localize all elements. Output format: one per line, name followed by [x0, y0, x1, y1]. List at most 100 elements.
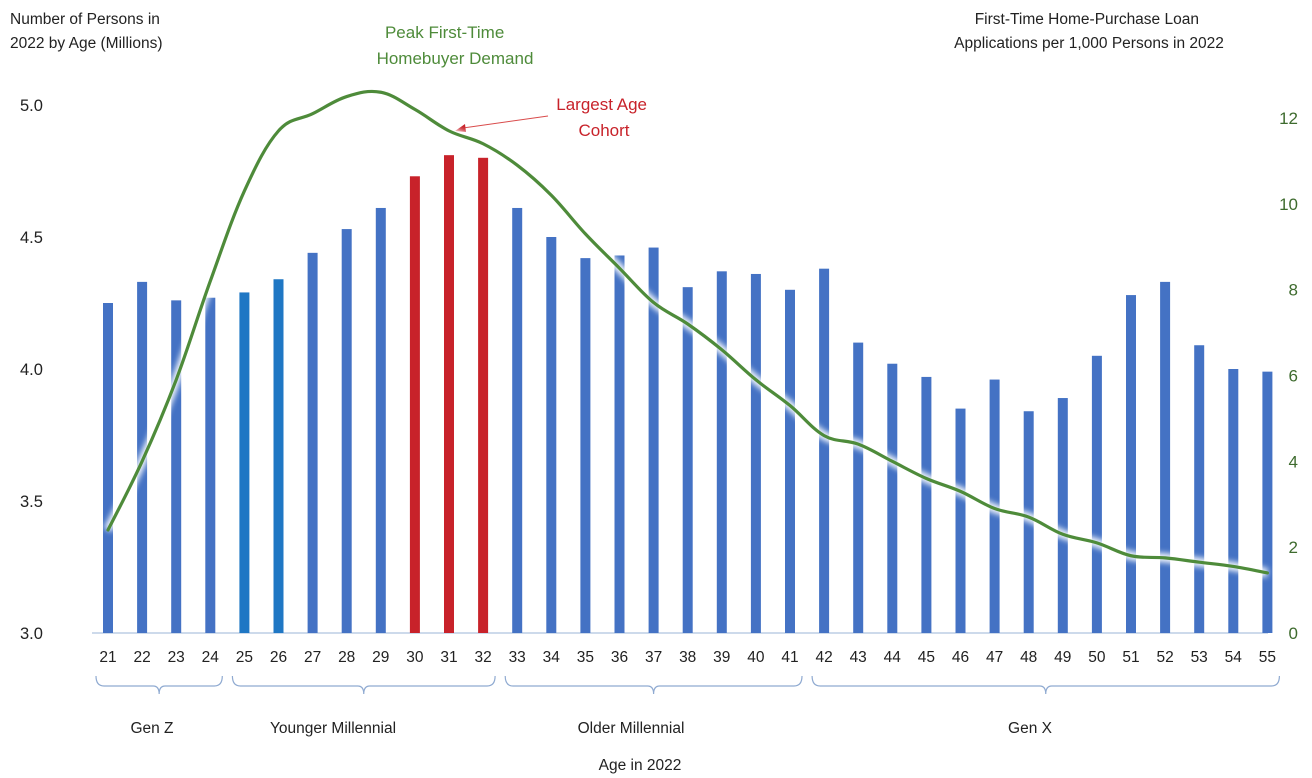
right-tick-label: 4: [1289, 452, 1298, 471]
x-tick-label: 31: [440, 649, 457, 666]
x-tick-label: 23: [168, 649, 185, 666]
bar-34: [546, 237, 557, 633]
generation-brackets: Gen Z Younger Millennial Older Millennial G…: [95, 675, 1280, 737]
largest-cohort-annotation-line-2: Cohort: [578, 121, 629, 140]
x-axis-ticks: 21 22 23 24 25 26 27 28 29 30 31 32 33 34 35 36 37 38 39 40…: [99, 649, 1276, 666]
x-axis-title: Age in 2022: [599, 757, 682, 774]
group-label: Gen X: [1008, 720, 1053, 737]
bar-43: [853, 342, 864, 633]
x-tick-label: 27: [304, 649, 321, 666]
left-axis-title: Number of Persons in 2022 by Age (Millio…: [10, 11, 164, 52]
x-tick-label: 33: [509, 649, 526, 666]
right-tick-label: 2: [1289, 538, 1298, 557]
x-tick-label: 36: [611, 649, 628, 666]
bar-46: [955, 408, 966, 633]
x-tick-label: 54: [1225, 649, 1243, 666]
group-label: Younger Millennial: [270, 720, 396, 737]
x-tick-label: 37: [645, 649, 662, 666]
left-axis-title-line-2: 2022 by Age (Millions): [10, 35, 163, 52]
x-tick-label: 40: [747, 649, 765, 666]
bar-30: [409, 176, 420, 633]
bar-52: [1160, 281, 1171, 633]
x-tick-label: 53: [1191, 649, 1208, 666]
right-tick-label: 6: [1289, 367, 1298, 386]
bar-36: [614, 255, 625, 634]
x-tick-label: 47: [986, 649, 1003, 666]
left-tick-label: 4.0: [20, 361, 43, 379]
right-tick-label: 12: [1279, 109, 1298, 128]
x-tick-label: 41: [781, 649, 798, 666]
bar-48: [1023, 411, 1034, 633]
bar-series: [103, 155, 1273, 634]
bar-40: [750, 273, 761, 633]
x-tick-label: 34: [543, 649, 561, 666]
group-label: Older Millennial: [578, 720, 685, 737]
x-tick-label: 29: [372, 649, 389, 666]
x-tick-label: 38: [679, 649, 696, 666]
left-tick-label: 4.5: [20, 229, 43, 247]
bar-53: [1194, 345, 1205, 633]
bar-42: [819, 268, 830, 633]
x-tick-label: 49: [1054, 649, 1071, 666]
bracket-0: [95, 675, 223, 695]
x-tick-label: 45: [918, 649, 935, 666]
x-tick-label: 25: [236, 649, 253, 666]
largest-cohort-arrow: [462, 115, 549, 129]
bracket-1: [231, 675, 496, 695]
x-tick-label: 32: [474, 649, 491, 666]
x-tick-label: 39: [713, 649, 730, 666]
bar-32: [478, 157, 489, 634]
bar-35: [580, 258, 591, 633]
bar-31: [444, 155, 454, 633]
x-tick-label: 24: [202, 649, 220, 666]
left-axis-title-line-1: Number of Persons in: [10, 11, 160, 28]
bar-26: [273, 279, 284, 633]
right-tick-label: 10: [1279, 195, 1298, 214]
x-tick-label: 51: [1122, 649, 1139, 666]
bar-44: [887, 363, 898, 633]
right-axis-ticks: 0 2 4 6 8 10 12: [1279, 109, 1298, 643]
x-tick-label: 52: [1156, 649, 1173, 666]
bar-21: [103, 303, 113, 633]
bar-29: [375, 207, 386, 633]
bar-23: [171, 300, 182, 633]
bar-33: [512, 207, 523, 633]
bar-54: [1228, 369, 1239, 633]
bar-51: [1126, 295, 1136, 633]
x-tick-label: 43: [850, 649, 867, 666]
demand-line: [106, 89, 1269, 575]
bar-41: [785, 289, 795, 633]
right-tick-label: 8: [1289, 281, 1298, 300]
x-tick-label: 44: [884, 649, 902, 666]
bar-25: [239, 292, 250, 633]
x-tick-label: 55: [1259, 649, 1276, 666]
line-series: [106, 89, 1269, 575]
bar-37: [648, 247, 659, 633]
x-tick-label: 42: [815, 649, 832, 666]
left-axis-ticks: 3.0 3.5 4.0 4.5 5.0: [20, 97, 43, 643]
bar-39: [716, 271, 727, 633]
x-tick-label: 30: [406, 649, 424, 666]
right-axis-title-line-2: Applications per 1,000 Persons in 2022: [954, 35, 1224, 52]
left-tick-label: 5.0: [20, 97, 43, 115]
largest-cohort-annotation-line-1: Largest Age: [556, 95, 647, 114]
x-tick-label: 46: [952, 649, 969, 666]
bracket-2: [504, 675, 803, 695]
bar-38: [682, 287, 693, 633]
x-tick-label: 26: [270, 649, 287, 666]
largest-cohort-annotation: Largest Age Cohort: [556, 95, 651, 140]
x-tick-label: 48: [1020, 649, 1037, 666]
right-axis-title-line-1: First-Time Home-Purchase Loan: [975, 11, 1199, 28]
group-label: Gen Z: [130, 720, 173, 737]
x-tick-label: 22: [133, 649, 150, 666]
x-tick-label: 28: [338, 649, 355, 666]
bar-28: [341, 229, 352, 633]
bar-24: [205, 297, 216, 633]
bar-50: [1091, 355, 1102, 633]
x-tick-label: 35: [577, 649, 594, 666]
bracket-3: [811, 675, 1280, 695]
bar-55: [1262, 371, 1273, 633]
x-tick-label: 21: [99, 649, 116, 666]
peak-demand-annotation-line-1: Peak First-Time: [385, 23, 504, 42]
